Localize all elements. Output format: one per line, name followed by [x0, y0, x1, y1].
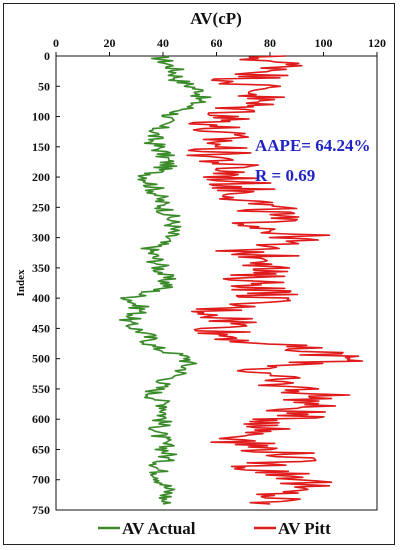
legend-label: AV Pitt	[278, 519, 331, 538]
y-tick-label: 350	[32, 261, 50, 275]
x-tick-label: 120	[368, 36, 386, 50]
x-tick-label: 20	[104, 36, 116, 50]
y-tick-label: 500	[32, 352, 50, 366]
y-tick-label: 750	[32, 503, 50, 517]
y-tick-label: 50	[38, 79, 50, 93]
series-line-av-actual	[118, 55, 212, 505]
series-line-av-pitt	[186, 55, 364, 505]
y-tick-label: 0	[44, 49, 50, 63]
x-tick-label: 60	[211, 36, 223, 50]
y-tick-label: 300	[32, 231, 50, 245]
y-tick-label: 250	[32, 200, 50, 214]
x-tick-label: 100	[315, 36, 333, 50]
y-tick-label: 200	[32, 170, 50, 184]
series-layer	[118, 55, 364, 505]
r-annotation: R = 0.69	[255, 166, 315, 185]
x-tick-labels: 0 20 40 60 80 100 120	[53, 36, 386, 56]
y-tick-label: 450	[32, 321, 50, 335]
aape-annotation: AAPE= 64.24%	[255, 136, 370, 155]
y-tick-label: 600	[32, 412, 50, 426]
chart-title: AV(cP)	[190, 9, 242, 28]
y-tick-labels: 0 50 100 150 200 250 300 350 400 450 500 550 600 650 7…	[32, 49, 60, 517]
y-tick-label: 550	[32, 382, 50, 396]
y-axis-label: Index	[15, 269, 27, 296]
x-tick-label: 40	[157, 36, 169, 50]
plot-area	[55, 55, 378, 511]
y-tick-label: 650	[32, 442, 50, 456]
y-tick-label: 150	[32, 140, 50, 154]
y-tick-label: 100	[32, 110, 50, 124]
chart-frame	[3, 3, 395, 545]
legend: AV Actual AV Pitt	[98, 519, 331, 538]
x-tick-label: 0	[53, 36, 59, 50]
y-tick-label: 400	[32, 291, 50, 305]
legend-label: AV Actual	[122, 519, 196, 538]
y-tick-label: 700	[32, 473, 50, 487]
x-tick-label: 80	[264, 36, 276, 50]
